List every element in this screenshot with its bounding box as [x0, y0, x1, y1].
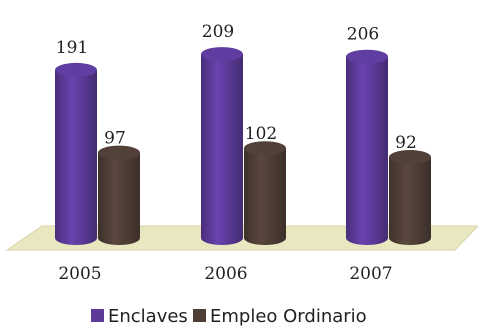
x-tick-label: 2007 — [349, 264, 392, 284]
legend-label: Enclaves — [108, 306, 188, 327]
data-label: 206 — [347, 25, 379, 45]
legend: Enclaves Empleo Ordinario — [91, 306, 367, 327]
bars-layer — [55, 47, 431, 245]
labels-layer: 191 97 209 102 206 92 — [56, 22, 417, 153]
data-label: 102 — [245, 124, 277, 144]
bar-enclaves-2005 — [55, 62, 97, 245]
legend-label: Empleo Ordinario — [210, 306, 367, 327]
bar-empleo-ordinario-2005 — [98, 145, 140, 245]
data-label: 209 — [202, 22, 234, 42]
legend-item: Enclaves — [91, 306, 188, 327]
bar-empleo-ordinario-2007 — [389, 150, 431, 245]
bar-empleo-ordinario-2006 — [244, 141, 286, 245]
legend-swatch — [193, 309, 206, 322]
data-label: 97 — [104, 129, 126, 149]
legend-swatch — [91, 309, 104, 322]
data-label: 191 — [56, 38, 88, 58]
data-label: 92 — [395, 133, 417, 153]
legend-item: Empleo Ordinario — [193, 306, 367, 327]
x-tick-label: 2006 — [204, 264, 247, 284]
x-axis-ticks: 2005 2006 2007 — [58, 264, 392, 284]
bar-enclaves-2007 — [346, 49, 388, 245]
x-tick-label: 2005 — [58, 264, 101, 284]
bar-enclaves-2006 — [201, 47, 243, 245]
